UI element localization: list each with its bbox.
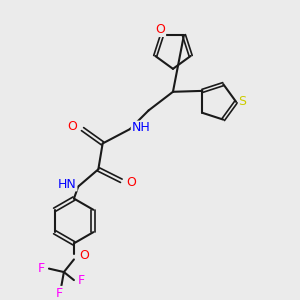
Text: F: F: [78, 274, 85, 286]
Text: O: O: [156, 23, 166, 36]
Text: O: O: [127, 176, 136, 189]
Text: O: O: [68, 120, 77, 133]
Text: NH: NH: [131, 121, 150, 134]
Text: F: F: [38, 262, 45, 275]
Text: F: F: [56, 286, 63, 299]
Text: HN: HN: [58, 178, 77, 191]
Text: O: O: [79, 249, 89, 262]
Text: S: S: [238, 95, 246, 108]
